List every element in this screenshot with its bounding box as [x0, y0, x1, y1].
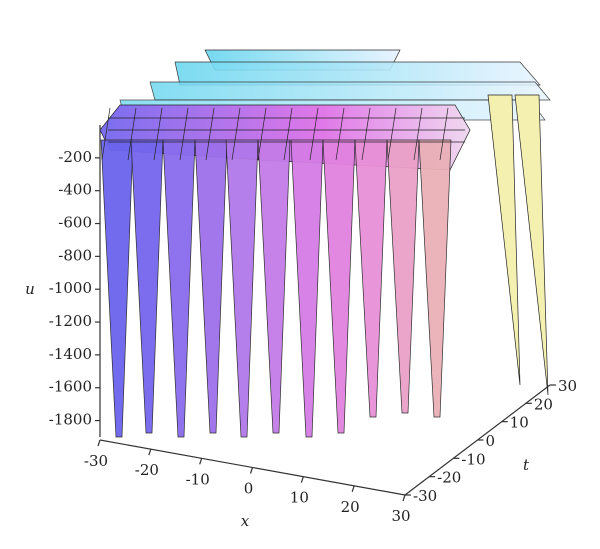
t-tick-label: 0 [486, 432, 496, 450]
surface-spike [322, 139, 356, 434]
z-tick-label: -600 [58, 214, 92, 232]
t-tick-label: -10 [461, 450, 485, 468]
x-tick-label: -30 [84, 452, 108, 470]
x-tick-label: 30 [391, 507, 410, 525]
x-tick [402, 494, 406, 502]
z-tick-label: -400 [58, 181, 92, 199]
t-tick-label: 20 [534, 395, 553, 413]
x-tick-label: -20 [135, 461, 159, 479]
z-tick-label: -1600 [49, 378, 92, 396]
x-tick [300, 476, 304, 483]
surface-mesh [361, 107, 371, 161]
surface-spike [386, 139, 420, 414]
t-tick-label: 10 [510, 414, 529, 432]
surface-spike [354, 139, 388, 418]
surface-band [149, 81, 551, 101]
t-axis-label: t [523, 456, 530, 474]
surface-spike [100, 139, 134, 438]
t-tick-label: -30 [413, 487, 437, 505]
surface-mesh [439, 107, 449, 161]
surface-mesh [309, 107, 319, 161]
surface-spike [514, 94, 549, 396]
z-axis-label: u [25, 280, 35, 298]
surface-spike [257, 139, 291, 434]
x-axis-label: x [241, 512, 250, 530]
surface [99, 49, 551, 438]
surface-spike [487, 94, 521, 386]
z-tick-label: -1800 [49, 411, 92, 429]
surface-mesh [283, 107, 293, 161]
x-tick [351, 485, 355, 493]
x-tick-label: 0 [244, 480, 254, 498]
surface-mesh [257, 107, 267, 161]
surface-mesh [335, 107, 345, 161]
surface-mesh [127, 107, 137, 161]
t-tick-label: 30 [558, 377, 577, 395]
x-tick [148, 448, 152, 456]
surface-spike [162, 139, 196, 438]
x-tick-label: -10 [186, 470, 210, 488]
z-tick-label: -1400 [49, 345, 92, 363]
surface-spike [225, 139, 259, 438]
surface-spike [418, 139, 452, 418]
surface-mesh [387, 107, 397, 161]
surface-mesh [413, 107, 423, 161]
surface-mesh [231, 107, 241, 161]
x-tick [97, 439, 101, 447]
z-tick-label: -1000 [49, 279, 92, 297]
x-tick [199, 458, 203, 465]
surface-spike [194, 139, 228, 434]
surface-mesh [101, 107, 111, 161]
x-tick [249, 467, 254, 474]
x-tick-label: 10 [290, 489, 309, 507]
surface-spike [290, 139, 324, 438]
surface-spike [130, 139, 164, 434]
surface-mesh [153, 107, 163, 161]
x-tick-label: 20 [341, 498, 360, 516]
z-tick-label: -1200 [49, 312, 92, 330]
surface-band [174, 61, 541, 86]
surface-mesh [205, 107, 215, 161]
axes: -200-400-600-800-1000-1200-1400-1600-180… [49, 125, 577, 525]
surface-mesh [179, 107, 189, 161]
t-tick-label: -20 [437, 469, 461, 487]
z-tick-label: -200 [58, 148, 92, 166]
z-tick-label: -800 [58, 246, 92, 264]
